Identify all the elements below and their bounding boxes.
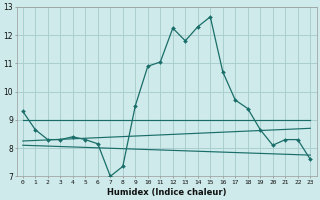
X-axis label: Humidex (Indice chaleur): Humidex (Indice chaleur) xyxy=(107,188,226,197)
